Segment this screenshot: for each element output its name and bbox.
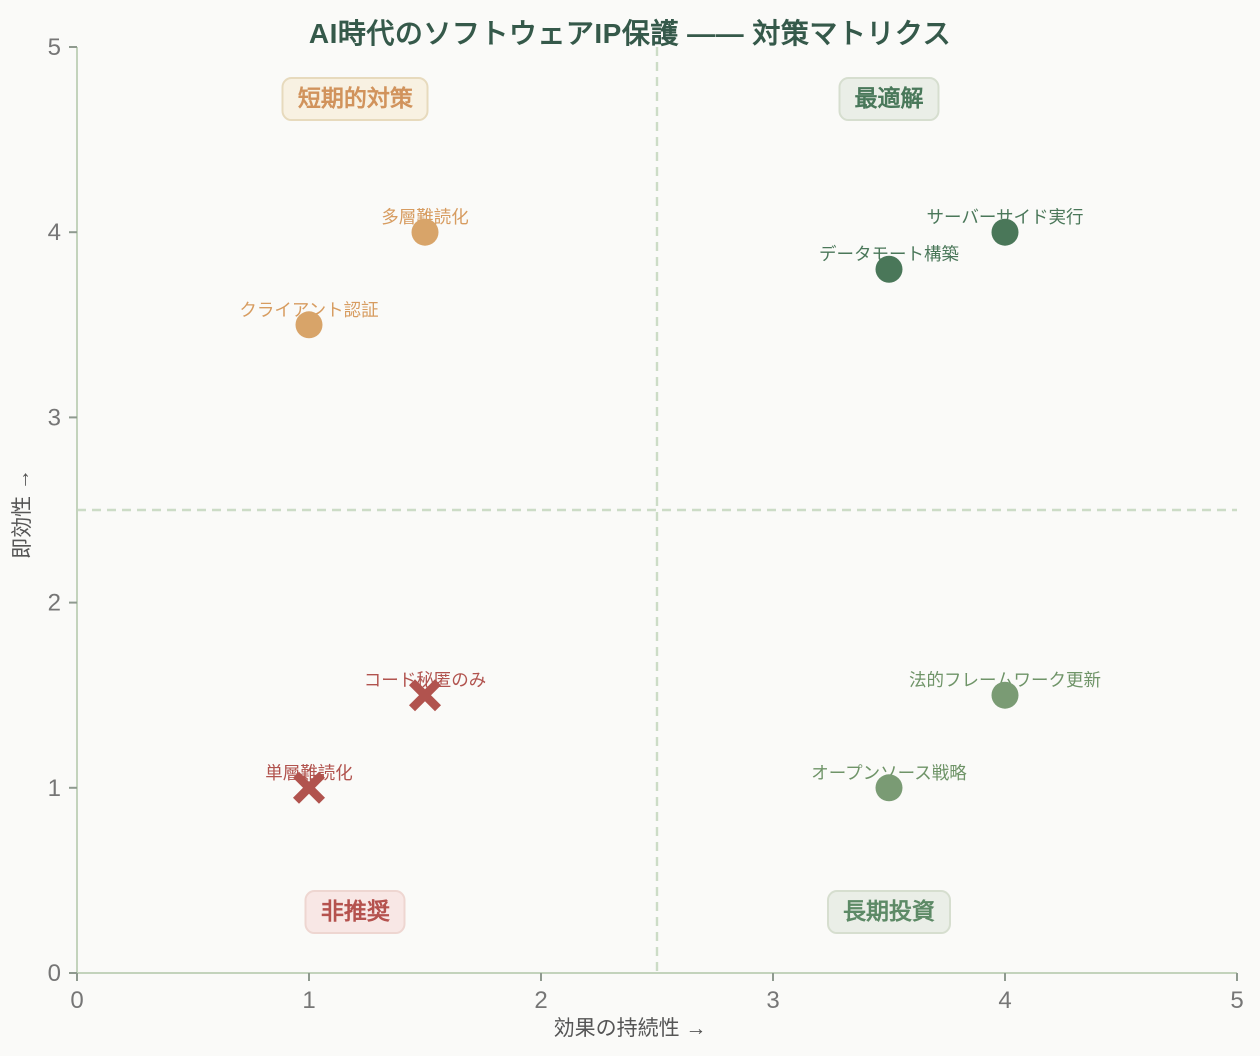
- quadrant-label-short-term: 短期的対策: [281, 76, 429, 121]
- x-tick-label: 5: [1230, 987, 1243, 1014]
- point-label-code-secrecy-only: コード秘匿のみ: [364, 670, 487, 690]
- point-label-legal-framework-update: 法的フレームワーク更新: [909, 670, 1101, 690]
- point-label-client-auth: クライアント認証: [239, 300, 378, 320]
- marker-open-source-strategy: [875, 774, 903, 802]
- y-tick-label: 4: [48, 219, 61, 246]
- marker-single-layer-obfuscation: [292, 771, 326, 804]
- marker-data-moat: [875, 255, 903, 283]
- marker-multi-layer-obfuscation: [411, 218, 439, 246]
- quadrant-label-optimal: 最適解: [838, 76, 940, 121]
- marker-legal-framework-update: [991, 681, 1019, 709]
- y-tick-label: 3: [48, 404, 61, 431]
- marker-client-auth: [295, 311, 323, 339]
- x-tick-label: 1: [302, 987, 315, 1014]
- x-axis-label: 効果の持続性 →: [553, 1017, 707, 1040]
- x-tick-label: 4: [998, 987, 1011, 1014]
- y-tick-label: 0: [48, 960, 61, 987]
- x-tick-label: 3: [766, 987, 779, 1014]
- y-tick-label: 5: [48, 34, 61, 61]
- marker-server-side-execution: [991, 218, 1019, 246]
- point-label-data-moat: データモート構築: [819, 244, 959, 264]
- point-label-open-source-strategy: オープンソース戦略: [811, 763, 967, 783]
- point-label-single-layer-obfuscation: 単層難読化: [265, 763, 353, 783]
- y-axis-label: 即効性 →: [11, 469, 34, 559]
- marker-code-secrecy-only: [408, 679, 442, 712]
- chart-title: AI時代のソフトウェアIP保護 —— 対策マトリクス: [308, 18, 952, 49]
- x-tick-label: 0: [70, 987, 83, 1014]
- quadrant-label-long-term: 長期投資: [827, 889, 951, 934]
- quadrant-label-not-recommended: 非推奨: [304, 889, 406, 934]
- y-tick-label: 1: [48, 775, 61, 802]
- point-label-multi-layer-obfuscation: 多層難読化: [381, 207, 469, 227]
- x-tick-label: 2: [534, 987, 547, 1014]
- y-tick-label: 2: [48, 590, 61, 617]
- point-label-server-side-execution: サーバーサイド実行: [927, 207, 1084, 227]
